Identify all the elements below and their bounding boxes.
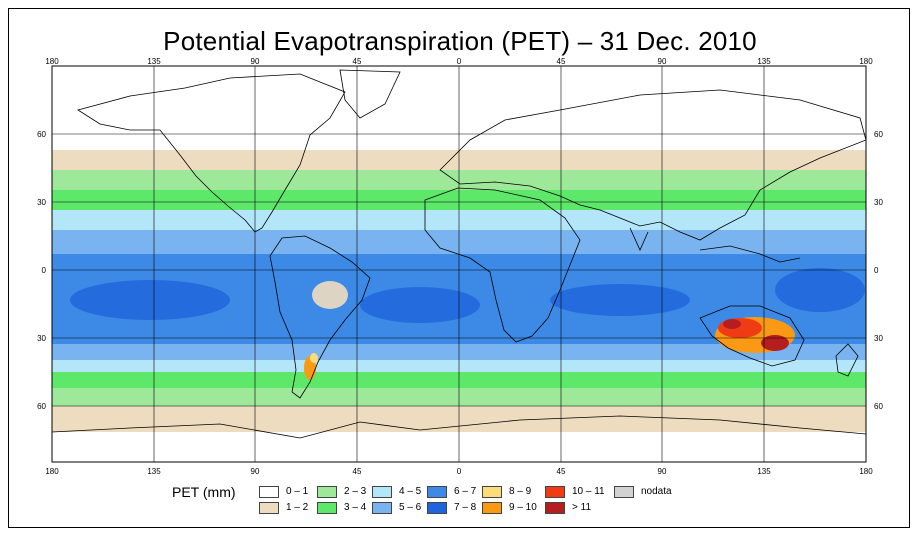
patch-indian	[550, 284, 690, 316]
lon-label-bottom: 135	[757, 467, 771, 476]
hotspot-australia-darkred-west	[723, 319, 741, 329]
south-america-outline	[269, 235, 371, 399]
coastlines	[52, 69, 866, 439]
lon-label-bottom: 0	[457, 467, 462, 476]
lon-label-bottom: 180	[45, 467, 59, 476]
lat-label-left: 0	[42, 266, 47, 275]
legend-swatch	[372, 486, 392, 498]
legend-label: 5 – 6	[399, 502, 422, 513]
lon-label-top: 180	[859, 57, 873, 66]
lon-label-top: 45	[353, 57, 362, 66]
lon-label-top: 45	[557, 57, 566, 66]
lon-label-bottom: 45	[557, 467, 566, 476]
legend-label: 10 – 11	[572, 486, 605, 497]
legend-label: nodata	[641, 486, 672, 497]
legend-label: 4 – 5	[399, 486, 422, 497]
lon-label-bottom: 90	[251, 467, 260, 476]
lon-labels-top: 180 135 90 45 0 45 90 135 180	[45, 57, 873, 66]
lat-label-right: 30	[874, 198, 883, 207]
lat-label-right: 60	[874, 130, 883, 139]
hotspot-australia-darkred	[761, 335, 789, 351]
graticule	[52, 66, 866, 462]
lat-labels-left: 60 30 0 30 60	[37, 130, 46, 411]
indonesia-outline	[699, 245, 801, 263]
patch-pacific-south	[70, 280, 230, 320]
lat-label-left: 60	[37, 402, 46, 411]
lon-labels-bottom: 180 135 90 45 0 45 90 135 180	[45, 467, 873, 476]
eurasia-outline	[439, 89, 866, 241]
figure-frame	[8, 8, 910, 528]
legend-swatch	[545, 502, 565, 514]
lon-label-bottom: 45	[353, 467, 362, 476]
lon-label-top: 90	[658, 57, 667, 66]
lat-label-left: 30	[37, 198, 46, 207]
legend-label: 1 – 2	[286, 502, 309, 513]
lon-label-bottom: 135	[147, 467, 161, 476]
map-border	[51, 65, 867, 463]
africa-outline	[424, 187, 581, 343]
legend-label: 0 – 1	[286, 486, 309, 497]
lon-label-top: 90	[251, 57, 260, 66]
lat-label-right: 60	[874, 402, 883, 411]
hotspot-argentina-yellow	[310, 353, 318, 363]
lon-label-top: 180	[45, 57, 59, 66]
legend-swatch	[545, 486, 565, 498]
lon-label-top: 135	[757, 57, 771, 66]
legend-label: 8 – 9	[509, 486, 532, 497]
lat-labels-right: 60 30 0 30 60	[874, 130, 883, 411]
hotspot-australia-red	[718, 318, 762, 338]
legend-swatch	[614, 486, 634, 498]
lon-label-bottom: 180	[859, 467, 873, 476]
legend-label: 3 – 4	[344, 502, 367, 513]
india-outline	[629, 227, 649, 251]
legend-swatch	[372, 502, 392, 514]
lat-label-left: 30	[37, 334, 46, 343]
lat-label-right: 30	[874, 334, 883, 343]
new-zealand-outline	[835, 343, 859, 377]
legend-swatch	[482, 502, 502, 514]
lon-label-top: 0	[457, 57, 462, 66]
legend-label: 2 – 3	[344, 486, 367, 497]
legend-label: > 11	[572, 502, 591, 513]
legend-title: PET (mm)	[172, 484, 236, 500]
legend-swatch	[427, 486, 447, 498]
legend-swatch	[427, 502, 447, 514]
legend-label: 6 – 7	[454, 486, 477, 497]
legend-swatch	[317, 486, 337, 498]
legend-swatch	[259, 502, 279, 514]
legend-swatch	[259, 486, 279, 498]
greenland-outline	[339, 69, 401, 119]
legend-swatch	[317, 502, 337, 514]
patch-brazil	[312, 281, 348, 309]
lon-label-top: 135	[147, 57, 161, 66]
patch-pacific-west	[775, 268, 865, 312]
patch-atlantic-south	[360, 287, 480, 323]
lat-label-right: 0	[874, 266, 879, 275]
australia-outline	[699, 305, 805, 367]
antarctica-outline	[52, 415, 866, 439]
legend-label: 7 – 8	[454, 502, 477, 513]
legend-swatch	[482, 486, 502, 498]
legend-label: 9 – 10	[509, 502, 537, 513]
lat-label-left: 60	[37, 130, 46, 139]
north-america-outline	[77, 73, 346, 233]
map-title: Potential Evapotranspiration (PET) – 31 …	[163, 26, 757, 56]
lon-label-bottom: 90	[658, 467, 667, 476]
